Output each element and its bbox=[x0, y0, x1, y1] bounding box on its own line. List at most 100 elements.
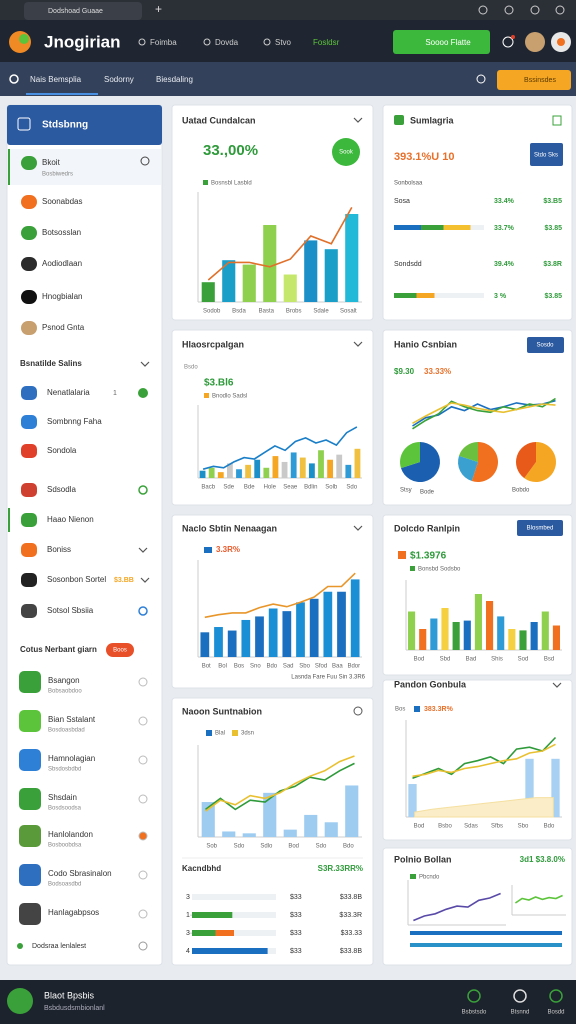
list-icon[interactable] bbox=[19, 671, 41, 693]
sidebar-item[interactable]: Bkoit bbox=[42, 158, 61, 167]
list-icon[interactable] bbox=[19, 903, 41, 925]
footer-action[interactable]: Bsbstsdo bbox=[462, 1010, 487, 1016]
footer-action[interactable]: Bosdd bbox=[547, 1010, 564, 1016]
card-button[interactable] bbox=[527, 337, 564, 353]
sidebar-item[interactable]: Haao Nienon bbox=[47, 515, 94, 524]
line bbox=[412, 743, 556, 778]
list-status[interactable] bbox=[138, 831, 148, 841]
item-icon[interactable] bbox=[21, 573, 37, 587]
list-icon[interactable] bbox=[19, 749, 41, 771]
button-label[interactable]: Stdo Sks bbox=[534, 153, 558, 159]
cta-button[interactable] bbox=[393, 30, 490, 54]
action-label[interactable]: Bssinsdes bbox=[524, 77, 556, 84]
kpi: $9.30 bbox=[394, 367, 415, 376]
nav-item[interactable]: Fosldsr bbox=[313, 38, 340, 47]
sidebar-item[interactable]: Sombnng Faha bbox=[47, 417, 102, 426]
subnav-tab[interactable]: Nais Bemsplia bbox=[30, 75, 82, 84]
sidebar-item[interactable]: Aodiodlaan bbox=[42, 259, 82, 268]
footer-icon[interactable] bbox=[549, 989, 563, 1003]
chevron[interactable] bbox=[140, 577, 150, 583]
item-icon[interactable] bbox=[21, 257, 37, 271]
chevron[interactable] bbox=[353, 341, 363, 347]
sidebar-item[interactable]: Soonabdas bbox=[42, 197, 82, 206]
list-status[interactable] bbox=[138, 677, 148, 687]
nav-item[interactable]: Foimba bbox=[150, 38, 177, 47]
list-item[interactable]: Bsangon bbox=[48, 676, 80, 685]
card-button[interactable] bbox=[517, 520, 563, 536]
favorite-icon[interactable] bbox=[353, 706, 363, 716]
list-status[interactable] bbox=[138, 909, 148, 919]
tab[interactable] bbox=[24, 2, 142, 20]
list-item[interactable]: Hanlolandon bbox=[48, 830, 93, 839]
icon[interactable] bbox=[552, 115, 562, 126]
cta-label[interactable]: Soooo Flatte bbox=[425, 38, 471, 47]
list-status[interactable] bbox=[138, 716, 148, 726]
legend-label: 383.3R% bbox=[424, 706, 454, 713]
item-icon[interactable] bbox=[21, 444, 37, 458]
footer-action[interactable]: Btsnnd bbox=[511, 1010, 530, 1016]
sidebar-item[interactable]: Sosonbon Sortel bbox=[47, 575, 106, 584]
button-label[interactable]: Sosdo bbox=[536, 343, 554, 349]
list-icon[interactable] bbox=[19, 710, 41, 732]
item-icon[interactable] bbox=[21, 604, 37, 618]
chevron[interactable] bbox=[353, 525, 363, 531]
item-icon[interactable] bbox=[21, 156, 37, 170]
sidebar-item[interactable]: Psnod Gnta bbox=[42, 323, 85, 332]
browser-icon[interactable] bbox=[478, 5, 488, 15]
browser-icon[interactable] bbox=[504, 5, 514, 15]
sidebar-item[interactable]: Sondola bbox=[47, 446, 77, 455]
footer-icon[interactable] bbox=[467, 989, 481, 1003]
nav-item[interactable]: Stvo bbox=[275, 38, 292, 47]
list-status[interactable] bbox=[138, 794, 148, 804]
sidebar-item[interactable]: Sotsol Sbsiia bbox=[47, 606, 94, 615]
nav-item[interactable]: Dovda bbox=[215, 38, 239, 47]
list-status[interactable] bbox=[138, 755, 148, 765]
sidebar-item[interactable]: Nenatlalaria bbox=[47, 388, 90, 397]
avatar[interactable] bbox=[525, 32, 545, 52]
item-icon[interactable] bbox=[21, 483, 37, 497]
item-icon[interactable] bbox=[21, 386, 37, 400]
item-icon[interactable] bbox=[21, 415, 37, 429]
sidebar-item[interactable]: Sdsodla bbox=[47, 485, 76, 494]
list-item-sub: Bosdoasbdad bbox=[48, 728, 85, 734]
chevron[interactable] bbox=[140, 361, 150, 367]
chevron[interactable] bbox=[353, 117, 363, 123]
list-item[interactable]: Hamnolagian bbox=[48, 754, 95, 763]
browser-icon[interactable] bbox=[530, 5, 540, 15]
list-status[interactable] bbox=[138, 870, 148, 880]
bar bbox=[525, 758, 534, 817]
new-tab[interactable]: + bbox=[155, 2, 162, 16]
list-item[interactable]: Hanlagabpsos bbox=[48, 908, 99, 917]
list-item[interactable]: Bian Sstalant bbox=[48, 715, 96, 724]
sidebar-item[interactable]: Hnogbialan bbox=[42, 292, 82, 301]
x-tick-label: Baa bbox=[332, 664, 343, 670]
chevron[interactable] bbox=[552, 682, 562, 688]
item-icon[interactable] bbox=[21, 195, 37, 209]
subnav-tab[interactable]: Sodorny bbox=[104, 75, 134, 84]
button-label[interactable]: Blosmbed bbox=[527, 526, 554, 532]
item-icon[interactable] bbox=[21, 321, 37, 335]
list-icon[interactable] bbox=[19, 788, 41, 810]
list-item[interactable]: Shsdain bbox=[48, 793, 77, 802]
chevron[interactable] bbox=[138, 547, 148, 553]
browser-icon[interactable] bbox=[555, 5, 565, 15]
footer-icon[interactable] bbox=[513, 989, 527, 1003]
search-icon[interactable] bbox=[9, 74, 19, 84]
list-item[interactable]: Codo Sbrasinalon bbox=[48, 869, 112, 878]
kpi-badge bbox=[332, 138, 360, 166]
item-icon[interactable] bbox=[21, 290, 37, 304]
search-icon[interactable] bbox=[476, 74, 486, 84]
item-icon[interactable] bbox=[21, 226, 37, 240]
card-button[interactable] bbox=[530, 143, 563, 166]
item-icon[interactable] bbox=[21, 513, 37, 527]
x-tick-label: Sbo bbox=[299, 664, 310, 670]
sidebar-item[interactable]: Botsosslan bbox=[42, 228, 81, 237]
subnav-tab[interactable]: Biesdaling bbox=[156, 75, 193, 84]
list-icon[interactable] bbox=[19, 864, 41, 886]
icon[interactable] bbox=[502, 36, 514, 48]
item-icon[interactable] bbox=[21, 543, 37, 557]
sidebar-item[interactable]: Boniss bbox=[47, 545, 71, 554]
list-icon[interactable] bbox=[19, 825, 41, 847]
action-button[interactable] bbox=[497, 70, 571, 90]
card-title: Naoon Suntnabion bbox=[182, 706, 262, 716]
